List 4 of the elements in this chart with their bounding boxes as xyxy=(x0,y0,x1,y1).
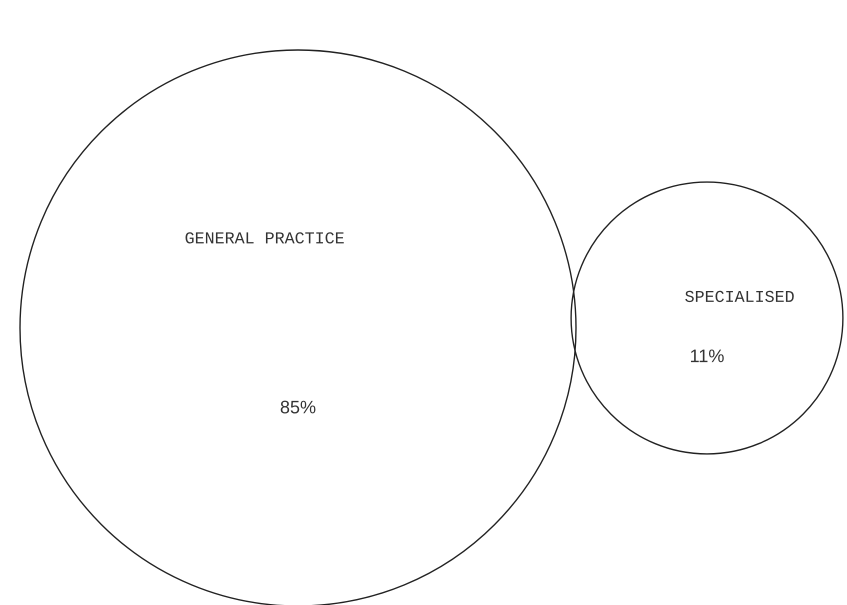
data-label: 11% xyxy=(690,350,724,362)
category-label: SPECIALISED xyxy=(685,290,794,302)
category-label: GENERAL PRACTICE xyxy=(186,232,344,244)
data-label: 85% xyxy=(280,400,316,414)
